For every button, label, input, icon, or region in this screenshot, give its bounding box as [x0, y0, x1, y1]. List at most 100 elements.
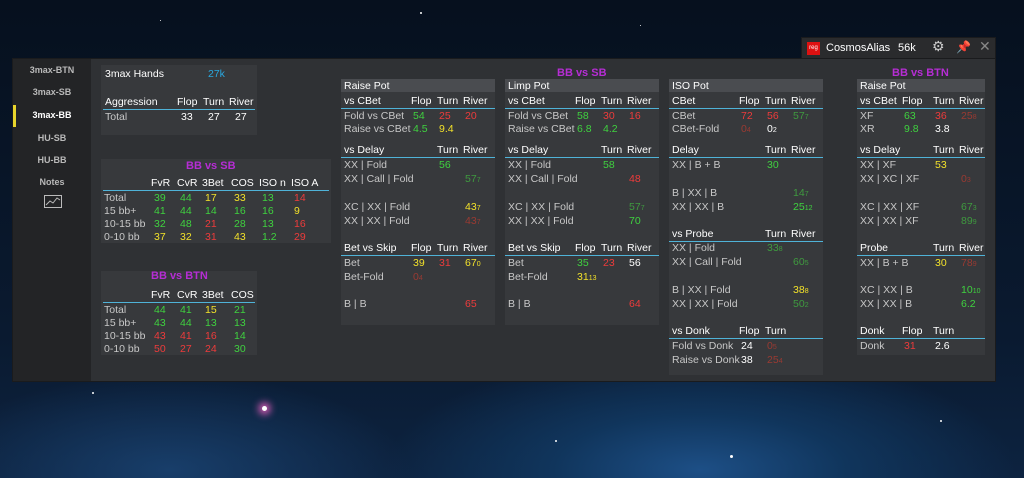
col-header: River [959, 144, 984, 156]
col-header: vs Delay [860, 144, 901, 156]
sidebar: 3max-BTN 3max-SB 3max-BB HU-SB HU-BB Not… [13, 59, 91, 381]
stat-value: 48 [629, 173, 641, 185]
stat-value: 388 [793, 284, 809, 296]
stat-value: 56 [439, 159, 451, 171]
col-header: CvR [177, 177, 198, 189]
sample-count: 8 [804, 288, 809, 295]
stats-window: 3max-BTN 3max-SB 3max-BB HU-SB HU-BB Not… [12, 58, 996, 382]
bb-vs-btn-title: BB vs BTN [151, 270, 208, 282]
col-header: River [627, 144, 652, 156]
stat-value: 3.8 [935, 123, 950, 135]
row-label: XX | XX | Fold [344, 215, 410, 227]
gear-icon[interactable]: ⚙ [932, 38, 945, 54]
stat-value: 33 [181, 111, 193, 123]
stat-value: 72 [741, 110, 753, 122]
sample-count: 2 [804, 302, 809, 309]
user-name: CosmosAlias [826, 42, 891, 54]
row-label: Bet [508, 257, 524, 269]
bb-vs-sb-preflop-table: FvR CvR 3Bet COS ISO n ISO A Total 39 44 17 33 13 14… [101, 159, 331, 243]
sample-count: 8 [972, 114, 977, 121]
stat-value: 16 [234, 205, 246, 217]
col-header: River [791, 144, 816, 156]
stat-value: 15 [205, 304, 217, 316]
row-label: XX | Fold [672, 242, 715, 254]
col-header: 3Bet [202, 177, 224, 189]
sample-count: 9 [972, 261, 977, 268]
stat-value: 31 [439, 257, 451, 269]
sidebar-item-hu-bb[interactable]: HU-BB [37, 155, 67, 165]
row-label: Total [105, 111, 128, 123]
col-header: River [791, 95, 816, 107]
stat-value: 16 [262, 205, 274, 217]
sample-count: 13 [588, 275, 597, 282]
col-header: River [959, 95, 984, 107]
stat-value: 04 [741, 123, 751, 135]
sample-count: 5 [804, 260, 809, 267]
col-header: Turn [933, 242, 955, 254]
stat-value: 58 [577, 110, 589, 122]
stat-value: 437 [465, 215, 481, 227]
section-title: Limp Pot [508, 80, 550, 92]
row-label: XX | Fold [344, 159, 387, 171]
col-header: 3Bet [202, 289, 224, 301]
summary-panel: 3max Hands 27k Aggression Flop Turn Rive… [101, 65, 257, 135]
stat-value: 24 [205, 343, 217, 355]
sidebar-item-3max-sb[interactable]: 3max-SB [32, 87, 72, 97]
row-label: Bet [344, 257, 360, 269]
col-header: Flop [739, 325, 760, 337]
col-header: Flop [575, 95, 596, 107]
stat-value: 44 [180, 192, 192, 204]
col-header: Bet vs Skip [508, 242, 561, 254]
col-header: Turn [933, 95, 955, 107]
col-header: ISO A [291, 177, 319, 189]
graph-icon[interactable] [44, 195, 62, 208]
close-icon[interactable]: ✕ [979, 38, 991, 54]
bb-vs-sb-postflop-title: BB vs SB [557, 67, 607, 79]
row-label: XX | XX | Fold [672, 298, 738, 310]
summary-count: 27k [208, 68, 225, 80]
row-label: XX | XX | B [672, 201, 725, 213]
stat-value: 63 [904, 110, 916, 122]
col-header: ISO n [259, 177, 286, 189]
stat-value: 4.2 [603, 123, 618, 135]
bb-vs-btn-preflop-table: FvR CvR 3Bet COS Total 44 41 15 21 15 bb+ 43 44 13 13… [101, 271, 257, 355]
sidebar-item-3max-btn[interactable]: 3max-BTN [29, 65, 75, 75]
stat-value: 502 [793, 298, 809, 310]
col-header: River [627, 242, 652, 254]
sidebar-item-notes[interactable]: Notes [39, 177, 65, 187]
stat-value: 17 [205, 192, 217, 204]
col-header: River [463, 95, 488, 107]
sample-count: 7 [476, 177, 481, 184]
col-header: River [627, 95, 652, 107]
sidebar-item-hu-sb[interactable]: HU-SB [37, 133, 67, 143]
stat-value: 3113 [577, 271, 597, 283]
bb-vs-btn-postflop-title: BB vs BTN [892, 67, 949, 79]
stat-value: 899 [961, 215, 977, 227]
stat-value: 437 [465, 201, 481, 213]
stat-value: 9.8 [904, 123, 919, 135]
sidebar-item-3max-bb[interactable]: 3max-BB [32, 110, 72, 120]
row-label: Donk [860, 340, 885, 352]
sample-count: 7 [640, 205, 645, 212]
stat-value: 28 [234, 218, 246, 230]
col-header: Turn [437, 144, 459, 156]
pin-icon[interactable]: 📌 [956, 40, 971, 54]
row-label: 15 bb+ [104, 317, 137, 329]
col-header: CBet [672, 95, 696, 107]
sample-count: 4 [746, 127, 751, 134]
sample-count: 7 [476, 219, 481, 226]
sample-count: 0 [476, 261, 481, 268]
summary-title: 3max Hands [105, 68, 164, 80]
col-header: River [791, 228, 816, 240]
stat-value: 9.4 [439, 123, 454, 135]
sample-count: 2 [772, 127, 777, 134]
stat-value: 577 [629, 201, 645, 213]
row-label: Raise vs CBet [508, 123, 575, 135]
stat-value: 673 [961, 201, 977, 213]
stat-value: 44 [180, 317, 192, 329]
row-label: B | B [508, 298, 531, 310]
row-label: XX | Fold [508, 159, 551, 171]
section-title: Raise Pot [860, 80, 906, 92]
raise-pot-panel: Raise Pot vs CBet Flop Turn River Fold vs CBe… [341, 79, 495, 325]
col-header: Flop [739, 95, 760, 107]
